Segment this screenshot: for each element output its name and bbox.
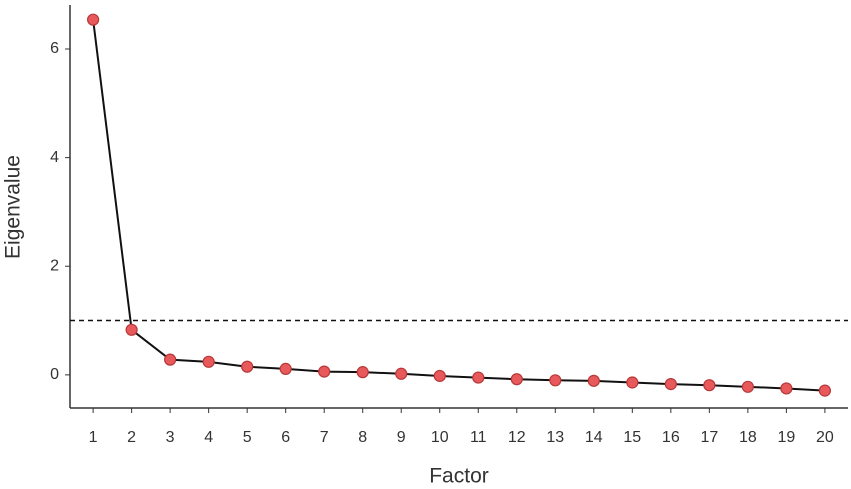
y-tick-label: 0: [50, 366, 59, 383]
x-tick-label: 12: [508, 429, 526, 446]
point: [472, 371, 485, 384]
y-tick-label: 6: [50, 40, 59, 57]
point: [510, 373, 523, 386]
x-tick-label: 18: [739, 429, 757, 446]
x-tick-label: 2: [127, 429, 136, 446]
point: [318, 365, 331, 378]
x-tick-label: 9: [397, 429, 406, 446]
x-tick-label: 8: [358, 429, 367, 446]
x-tick-label: 5: [243, 429, 252, 446]
point: [356, 366, 369, 379]
point: [818, 384, 831, 397]
x-tick-label: 10: [431, 429, 449, 446]
x-tick-label: 7: [320, 429, 329, 446]
point: [664, 378, 677, 391]
point: [780, 382, 793, 395]
y-tick-label: 4: [50, 149, 59, 166]
line: [92, 19, 825, 392]
point: [279, 362, 292, 375]
y-tick-label: 2: [50, 257, 59, 274]
point: [87, 13, 100, 26]
x-axis-title: Factor: [429, 465, 489, 488]
x-tick-label: 15: [623, 429, 641, 446]
x-tick-label: 1: [89, 429, 98, 446]
point: [626, 376, 639, 389]
point: [741, 380, 754, 393]
x-tick-label: 14: [585, 429, 603, 446]
x-tick-label: 13: [546, 429, 564, 446]
x-tick-label: 4: [204, 429, 213, 446]
y-axis-title: Eigenvalue: [2, 155, 25, 259]
point: [395, 367, 408, 380]
point: [433, 369, 446, 383]
x-tick-label: 19: [777, 429, 795, 446]
point: [164, 353, 177, 366]
point: [549, 374, 562, 387]
x-tick-label: 6: [281, 429, 290, 446]
x-tick-label: 3: [166, 429, 175, 446]
point: [587, 374, 600, 387]
x-tick-label: 20: [816, 429, 834, 446]
point: [241, 360, 254, 373]
point: [703, 379, 716, 392]
x-tick-label: 16: [662, 429, 680, 446]
x-tick-label: 11: [470, 429, 487, 446]
x-tick-label: 17: [700, 429, 718, 446]
point: [202, 355, 215, 368]
point: [125, 323, 138, 336]
